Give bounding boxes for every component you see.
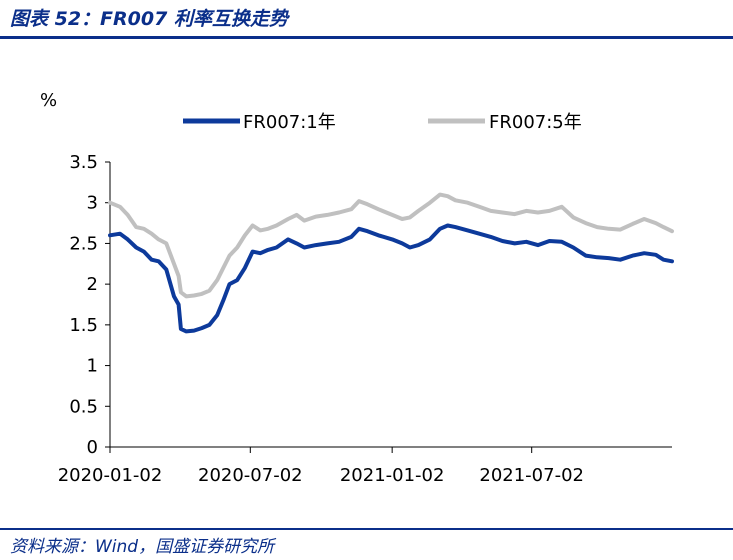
chart-area: % FR007:1年 FR007:5年 0 0.5 1 1.5 2 2.5 3 3.5 202… xyxy=(0,40,733,530)
y-tick-label: 1 xyxy=(87,356,98,377)
y-axis: 0 0.5 1 1.5 2 2.5 3 3.5 xyxy=(69,152,111,458)
legend-label-5y: FR007:5年 xyxy=(489,112,582,133)
legend: FR007:1年 FR007:5年 xyxy=(183,112,582,133)
x-tick-label: 2020-01-02 xyxy=(58,465,163,486)
series-line-fr007-1y xyxy=(108,223,674,334)
figure-title: 图表 52：FR007 利率互换走势 xyxy=(10,8,288,30)
y-tick-label: 2.5 xyxy=(69,233,98,254)
source-note: 资料来源：Wind，国盛证券研究所 xyxy=(10,537,275,557)
y-unit-label: % xyxy=(40,90,57,111)
x-tick-label: 2021-01-02 xyxy=(340,465,445,486)
x-tick-label: 2021-07-02 xyxy=(479,465,584,486)
series-line-fr007-5y xyxy=(108,192,674,299)
series-layer xyxy=(108,192,674,334)
footer-rule xyxy=(0,528,733,530)
title-rule xyxy=(0,36,733,39)
y-tick-label: 3.5 xyxy=(69,152,98,173)
y-tick-label: 3 xyxy=(87,193,98,214)
y-tick-label: 0.5 xyxy=(69,396,98,417)
y-tick-label: 1.5 xyxy=(69,315,98,336)
x-tick-label: 2020-07-02 xyxy=(198,465,303,486)
y-tick-label: 2 xyxy=(87,274,98,295)
y-tick-label: 0 xyxy=(87,437,98,458)
x-axis: 2020-01-02 2020-07-02 2021-01-02 2021-07-02 xyxy=(58,446,672,486)
legend-label-1y: FR007:1年 xyxy=(243,112,336,133)
line-chart: % FR007:1年 FR007:5年 0 0.5 1 1.5 2 2.5 3 3.5 202… xyxy=(40,90,674,486)
